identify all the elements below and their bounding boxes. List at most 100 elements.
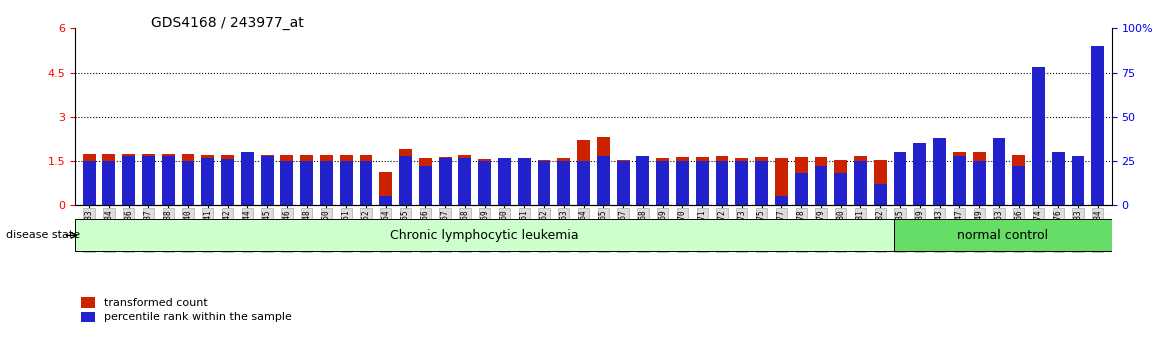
- Bar: [855, 161, 867, 205]
- Bar: [182, 161, 195, 205]
- Bar: [855, 156, 867, 205]
- Bar: [459, 155, 471, 205]
- Bar: [933, 146, 946, 205]
- Bar: [676, 156, 689, 205]
- Text: transformed count: transformed count: [104, 298, 208, 308]
- Bar: [794, 156, 807, 205]
- Bar: [419, 166, 432, 205]
- Bar: [1071, 156, 1085, 205]
- Bar: [577, 161, 591, 205]
- Bar: [400, 149, 412, 205]
- Bar: [676, 161, 689, 205]
- Bar: [221, 155, 234, 205]
- Bar: [478, 161, 491, 205]
- Bar: [834, 160, 848, 205]
- Bar: [518, 158, 530, 205]
- Bar: [716, 161, 728, 205]
- Bar: [1051, 152, 1064, 205]
- Text: normal control: normal control: [958, 229, 1048, 242]
- Bar: [914, 148, 926, 205]
- Bar: [834, 173, 848, 205]
- Text: GDS4168 / 243977_at: GDS4168 / 243977_at: [151, 16, 303, 30]
- Bar: [182, 154, 195, 205]
- Bar: [657, 161, 669, 205]
- Bar: [973, 161, 985, 205]
- Bar: [1071, 158, 1085, 205]
- Bar: [992, 138, 1005, 205]
- Bar: [775, 196, 787, 205]
- Bar: [102, 154, 116, 205]
- Bar: [201, 158, 214, 205]
- Bar: [973, 152, 985, 205]
- Bar: [360, 155, 373, 205]
- Bar: [537, 161, 550, 205]
- Bar: [201, 155, 214, 205]
- Bar: [400, 156, 412, 205]
- Bar: [162, 156, 175, 205]
- Bar: [380, 196, 393, 205]
- Bar: [320, 161, 332, 205]
- Bar: [142, 156, 155, 205]
- Bar: [439, 156, 452, 205]
- Bar: [162, 154, 175, 205]
- FancyBboxPatch shape: [75, 219, 894, 251]
- Bar: [596, 137, 610, 205]
- Bar: [617, 160, 630, 205]
- Bar: [953, 152, 966, 205]
- Bar: [914, 143, 926, 205]
- Bar: [518, 158, 530, 205]
- Bar: [775, 158, 787, 205]
- Bar: [894, 152, 907, 205]
- Bar: [814, 166, 827, 205]
- Bar: [735, 158, 748, 205]
- Bar: [261, 156, 273, 205]
- Bar: [1051, 155, 1064, 205]
- Bar: [894, 152, 907, 205]
- Bar: [933, 138, 946, 205]
- Bar: [142, 154, 155, 205]
- Bar: [1012, 155, 1025, 205]
- Bar: [1012, 166, 1025, 205]
- Bar: [82, 161, 96, 205]
- Bar: [339, 161, 353, 205]
- Bar: [280, 155, 293, 205]
- Bar: [755, 161, 768, 205]
- Bar: [696, 161, 709, 205]
- Bar: [577, 141, 591, 205]
- Bar: [637, 156, 650, 205]
- Bar: [1091, 46, 1105, 205]
- Bar: [498, 158, 511, 205]
- Bar: [123, 154, 135, 205]
- Bar: [716, 156, 728, 205]
- Bar: [459, 158, 471, 205]
- Bar: [82, 154, 96, 205]
- Bar: [498, 158, 511, 205]
- Bar: [874, 184, 887, 205]
- Bar: [241, 156, 254, 205]
- Bar: [557, 161, 570, 205]
- Bar: [637, 156, 650, 205]
- Bar: [123, 156, 135, 205]
- Bar: [735, 161, 748, 205]
- Bar: [953, 156, 966, 205]
- Bar: [657, 158, 669, 205]
- Bar: [380, 172, 393, 205]
- Bar: [992, 146, 1005, 205]
- Bar: [537, 160, 550, 205]
- Bar: [280, 161, 293, 205]
- Bar: [300, 161, 313, 205]
- Text: disease state: disease state: [6, 230, 80, 240]
- Bar: [261, 155, 273, 205]
- Bar: [557, 158, 570, 205]
- Bar: [794, 173, 807, 205]
- Bar: [439, 158, 452, 205]
- Bar: [1032, 126, 1045, 205]
- Bar: [755, 156, 768, 205]
- Bar: [241, 152, 254, 205]
- Bar: [339, 155, 353, 205]
- Bar: [320, 155, 332, 205]
- Bar: [696, 156, 709, 205]
- Text: Chronic lymphocytic leukemia: Chronic lymphocytic leukemia: [390, 229, 579, 242]
- Bar: [814, 156, 827, 205]
- Bar: [478, 159, 491, 205]
